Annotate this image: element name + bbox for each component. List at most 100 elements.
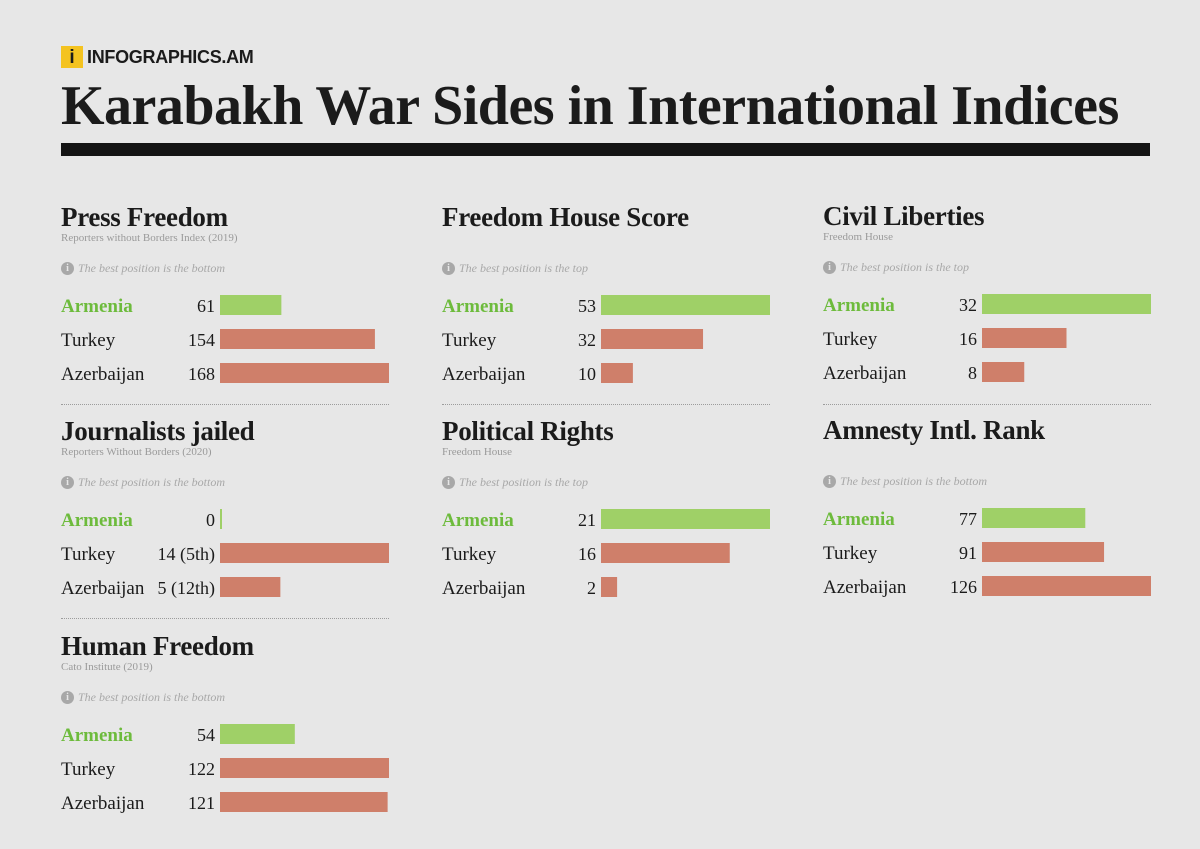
bar-turkey [220,758,389,778]
info-icon: i [61,691,74,704]
bar-turkey [601,543,730,563]
bar-turkey [982,542,1105,562]
chart-title: Political Rights [442,416,614,446]
value-label-turkey: 122 [188,759,215,779]
chart-svg: Armenia 21 Turkey 16 Azerbaijan 2 [442,509,770,599]
chart-note: i The best position is the top [823,260,969,275]
panel-separator [61,618,389,619]
value-label-azerbaijan: 126 [950,577,977,597]
chart-note: i The best position is the top [442,475,588,490]
category-label-azerbaijan: Azerbaijan [823,363,907,384]
chart-svg: Armenia 54 Turkey 122 Azerbaijan 121 [61,724,389,814]
value-label-azerbaijan: 121 [188,793,215,813]
value-label-armenia: 77 [959,509,977,529]
bar-armenia [220,295,282,315]
info-icon: i [442,476,455,489]
chart-title: Human Freedom [61,631,254,661]
bar-azerbaijan [220,577,281,597]
value-label-turkey: 16 [959,329,977,349]
bar-turkey [220,329,375,349]
info-icon: i [823,475,836,488]
category-label-turkey: Turkey [823,543,878,564]
value-label-azerbaijan: 8 [968,363,977,383]
value-label-turkey: 154 [188,330,215,350]
chart-note-text: The best position is the bottom [78,690,225,704]
bar-azerbaijan [220,792,388,812]
category-label-armenia: Armenia [442,296,514,317]
value-label-armenia: 54 [197,725,215,745]
chart-note: i The best position is the bottom [61,261,225,276]
logo-icon: i [61,46,83,68]
category-label-turkey: Turkey [61,759,116,780]
chart-title: Amnesty Intl. Rank [823,415,1045,445]
info-icon: i [61,476,74,489]
chart-source: Cato Institute (2019) [61,661,153,673]
chart-svg: Armenia 53 Turkey 32 Azerbaijan 10 [442,295,770,385]
value-label-armenia: 53 [578,296,596,316]
category-label-armenia: Armenia [61,296,133,317]
category-label-armenia: Armenia [823,509,895,530]
value-label-turkey: 32 [578,330,596,350]
category-label-azerbaijan: Azerbaijan [61,578,145,599]
chart-note: i The best position is the top [442,261,588,276]
chart-note-text: The best position is the top [459,261,588,275]
bar-armenia [982,508,1086,528]
title-rule [61,143,1150,156]
category-label-turkey: Turkey [442,330,497,351]
bar-turkey [982,328,1067,348]
bar-turkey [220,543,389,563]
bar-armenia [601,509,770,529]
chart-panel-amnesty-rank: Amnesty Intl. Rank i The best position i… [823,414,1151,614]
chart-title: Press Freedom [61,202,228,232]
chart-note: i The best position is the bottom [823,474,987,489]
chart-note: i The best position is the bottom [61,475,225,490]
brand-name: INFOGRAPHICS.AM [87,46,254,67]
bar-azerbaijan [220,363,389,383]
bar-armenia [601,295,770,315]
chart-note-text: The best position is the top [459,475,588,489]
value-label-armenia: 0 [206,510,215,530]
panel-separator [61,404,389,405]
info-icon: i [442,262,455,275]
category-label-turkey: Turkey [61,544,116,565]
bar-azerbaijan [982,576,1151,596]
category-label-turkey: Turkey [823,329,878,350]
value-label-azerbaijan: 168 [188,364,215,384]
category-label-armenia: Armenia [823,295,895,316]
info-icon: i [823,261,836,274]
chart-source: Freedom House [442,446,512,458]
bar-armenia [220,509,222,529]
value-label-turkey: 16 [578,544,596,564]
category-label-azerbaijan: Azerbaijan [61,364,145,385]
chart-note-text: The best position is the bottom [78,261,225,275]
chart-note-text: The best position is the bottom [840,474,987,488]
chart-panel-journalists-jailed: Journalists jailed Reporters Without Bor… [61,415,389,615]
chart-svg: Armenia 61 Turkey 154 Azerbaijan 168 [61,295,389,385]
category-label-armenia: Armenia [442,510,514,531]
chart-source: Reporters without Borders Index (2019) [61,232,238,244]
value-label-azerbaijan: 10 [578,364,596,384]
chart-svg: Armenia 77 Turkey 91 Azerbaijan 126 [823,508,1151,598]
category-label-turkey: Turkey [442,544,497,565]
bar-azerbaijan [601,577,618,597]
chart-panel-civil-liberties: Civil Liberties Freedom House i The best… [823,200,1151,400]
category-label-azerbaijan: Azerbaijan [823,577,907,598]
category-label-armenia: Armenia [61,725,133,746]
category-label-azerbaijan: Azerbaijan [442,578,526,599]
value-label-azerbaijan: 2 [587,578,596,598]
chart-note: i The best position is the bottom [61,690,225,705]
bar-azerbaijan [982,362,1025,382]
chart-title: Civil Liberties [823,201,985,231]
chart-panel-human-freedom: Human Freedom Cato Institute (2019) i Th… [61,630,389,830]
info-icon: i [61,262,74,275]
category-label-azerbaijan: Azerbaijan [61,793,145,814]
chart-panel-press-freedom: Press Freedom Reporters without Borders … [61,201,389,401]
chart-panel-political-rights: Political Rights Freedom House i The bes… [442,415,770,615]
value-label-turkey: 91 [959,543,977,563]
value-label-armenia: 21 [578,510,596,530]
chart-svg: Armenia 32 Turkey 16 Azerbaijan 8 [823,294,1151,384]
bar-armenia [220,724,295,744]
panel-separator [442,404,770,405]
bar-armenia [982,294,1151,314]
brand-logo: i INFOGRAPHICS.AM [61,46,254,68]
